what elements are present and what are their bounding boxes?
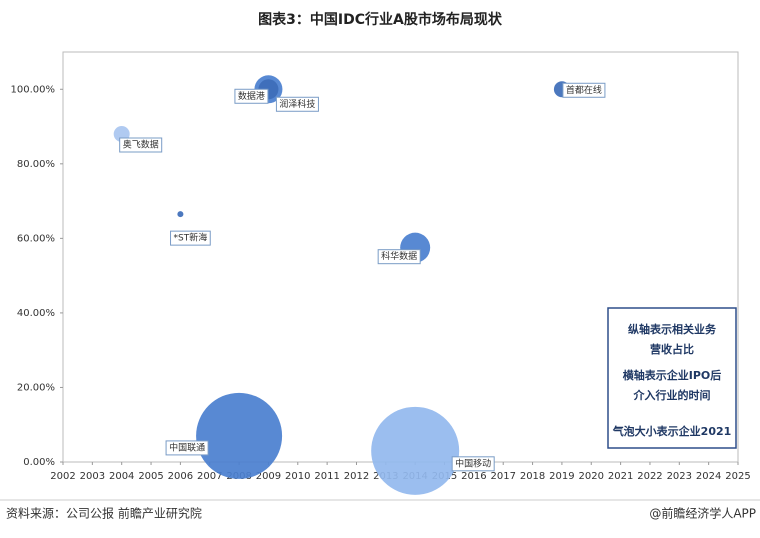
x-tick-label: 2006 [168,471,193,482]
note-text: 介入行业的时间 [633,388,711,402]
x-tick-label: 2004 [109,471,134,482]
credit: @前瞻经济学人APP [649,506,756,521]
data-label: 首都在线 [566,84,602,96]
data-label: 中国联通 [169,441,205,453]
x-tick-label: 2007 [197,471,222,482]
data-label: 奥飞数据 [123,139,159,151]
y-tick-label: 40.00% [17,308,55,319]
label-box [275,96,319,112]
note-text: 气泡大小表示企业2021 [612,424,732,438]
source: 资料来源：公司公报 前瞻产业研究院 [6,506,202,521]
bubble [177,211,184,218]
note-text: 纵轴表示相关业务 [628,322,717,336]
label-box [165,440,209,456]
x-tick-label: 2005 [138,471,163,482]
x-tick-label: 2009 [256,471,281,482]
x-tick-label: 2010 [285,471,310,482]
y-tick-label: 100.00% [11,84,56,95]
data-label: 数据港 [238,90,265,102]
note-text: 横轴表示企业IPO后 [623,368,722,382]
x-tick-label: 2002 [50,471,75,482]
y-tick-label: 20.00% [17,382,55,393]
label-box [377,249,421,265]
x-tick-label: 2017 [490,471,515,482]
label-box [562,82,606,98]
data-label: 中国移动 [455,457,491,469]
bubble [371,406,460,495]
x-tick-label: 2025 [725,471,750,482]
note-box [607,307,737,449]
bubble [196,392,283,479]
x-tick-label: 2020 [579,471,604,482]
y-tick-label: 80.00% [17,159,55,170]
x-tick-label: 2018 [520,471,545,482]
label-box [451,456,495,472]
x-tick-label: 2023 [667,471,692,482]
x-tick-label: 2019 [549,471,574,482]
data-label: 科华数据 [381,250,417,262]
label-box [170,230,211,246]
x-tick-label: 2011 [314,471,339,482]
x-tick-label: 2024 [696,471,721,482]
x-tick-label: 2012 [344,471,369,482]
x-tick-label: 2003 [80,471,105,482]
y-tick-label: 60.00% [17,233,55,244]
data-label: 润泽科技 [279,98,315,110]
y-tick-label: 0.00% [23,457,55,468]
note-text: 营收占比 [650,342,694,356]
x-tick-label: 2021 [608,471,633,482]
chart-title: 图表3：中国IDC行业A股市场布局现状 [258,11,503,28]
label-box [234,88,269,104]
data-label: *ST新海 [174,232,208,244]
label-box [119,137,163,153]
x-tick-label: 2016 [461,471,486,482]
x-tick-label: 2022 [637,471,662,482]
